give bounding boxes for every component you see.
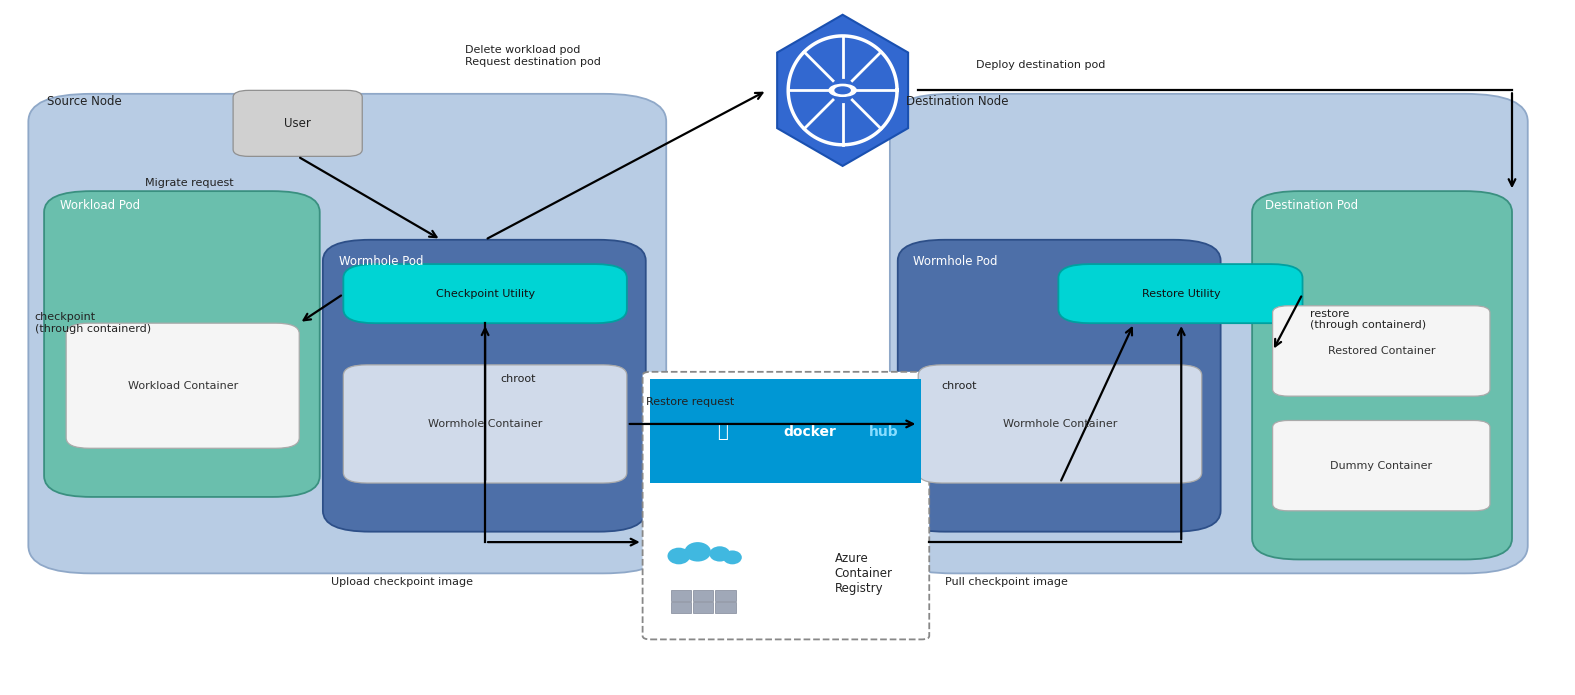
Text: Workload Container: Workload Container — [128, 381, 238, 391]
Text: chroot: chroot — [501, 374, 537, 384]
Text: docker: docker — [783, 425, 836, 439]
Bar — [693, 602, 713, 613]
Bar — [650, 379, 921, 483]
Text: Wormhole Pod: Wormhole Pod — [913, 254, 999, 268]
Text: Restore request: Restore request — [646, 397, 734, 407]
Text: Checkpoint Utility: Checkpoint Utility — [436, 289, 534, 299]
Text: Upload checkpoint image: Upload checkpoint image — [331, 578, 472, 587]
Text: Restore Utility: Restore Utility — [1142, 289, 1221, 299]
Text: Pull checkpoint image: Pull checkpoint image — [945, 578, 1068, 587]
Bar — [693, 590, 713, 601]
Text: Wormhole Container: Wormhole Container — [1003, 419, 1117, 429]
Text: Destination Node: Destination Node — [906, 95, 1008, 108]
Text: Source Node: Source Node — [47, 95, 121, 108]
Text: hub: hub — [869, 425, 898, 439]
Text: Azure
Container
Registry: Azure Container Registry — [835, 552, 893, 595]
Polygon shape — [776, 15, 909, 166]
FancyBboxPatch shape — [343, 365, 627, 483]
Text: Wormhole Pod: Wormhole Pod — [339, 254, 424, 268]
Text: User: User — [284, 117, 312, 130]
Circle shape — [828, 84, 857, 97]
FancyBboxPatch shape — [1252, 191, 1512, 559]
Text: checkpoint
(through containerd): checkpoint (through containerd) — [35, 312, 151, 334]
FancyBboxPatch shape — [890, 94, 1528, 573]
Ellipse shape — [668, 548, 690, 564]
FancyBboxPatch shape — [233, 90, 362, 156]
Text: 🐳: 🐳 — [718, 423, 728, 441]
Ellipse shape — [685, 542, 710, 562]
Bar — [671, 590, 691, 601]
FancyBboxPatch shape — [918, 365, 1202, 483]
Bar — [715, 590, 736, 601]
FancyBboxPatch shape — [898, 240, 1221, 532]
Text: Migrate request: Migrate request — [145, 178, 233, 188]
FancyBboxPatch shape — [643, 372, 929, 639]
FancyBboxPatch shape — [1273, 420, 1490, 511]
Bar — [715, 602, 736, 613]
FancyBboxPatch shape — [323, 240, 646, 532]
Text: chroot: chroot — [940, 381, 976, 391]
FancyBboxPatch shape — [343, 264, 627, 323]
Text: Restored Container: Restored Container — [1328, 346, 1435, 356]
Text: restore
(through containerd): restore (through containerd) — [1310, 309, 1427, 331]
FancyBboxPatch shape — [66, 323, 299, 448]
Text: Deploy destination pod: Deploy destination pod — [976, 60, 1106, 70]
FancyBboxPatch shape — [1273, 306, 1490, 396]
Ellipse shape — [709, 546, 731, 562]
Text: Wormhole Container: Wormhole Container — [428, 419, 542, 429]
Bar — [671, 602, 691, 613]
FancyBboxPatch shape — [44, 191, 320, 497]
FancyBboxPatch shape — [1058, 264, 1303, 323]
Text: Workload Pod: Workload Pod — [60, 199, 140, 212]
Circle shape — [835, 87, 850, 94]
Text: Delete workload pod
Request destination pod: Delete workload pod Request destination … — [465, 45, 600, 67]
FancyBboxPatch shape — [28, 94, 666, 573]
Ellipse shape — [723, 550, 742, 564]
Text: Dummy Container: Dummy Container — [1331, 461, 1432, 471]
Text: Destination Pod: Destination Pod — [1265, 199, 1358, 212]
